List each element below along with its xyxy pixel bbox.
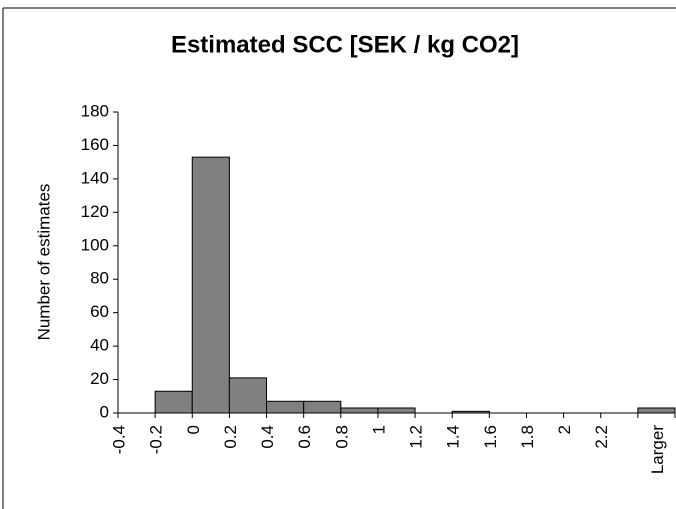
bar — [451, 410, 490, 414]
y-tick-label: 40 — [90, 336, 109, 355]
y-axis-label: Number of estimates — [34, 184, 53, 341]
x-tick-label: 1.6 — [481, 425, 500, 449]
bar — [340, 407, 379, 414]
x-tick-label: 1 — [369, 425, 388, 434]
y-tick-label: 80 — [90, 269, 109, 288]
x-tick-label: 0.4 — [258, 425, 277, 449]
bar — [637, 407, 676, 414]
x-tick-label: 2 — [555, 425, 574, 434]
y-tick-label: 60 — [90, 302, 109, 321]
x-tick-label: Larger — [648, 425, 667, 474]
bar — [266, 400, 305, 414]
x-tick-label: -0.2 — [147, 425, 166, 454]
y-tick-label: 160 — [81, 135, 109, 154]
x-tick-label: 1.2 — [407, 425, 426, 449]
y-tick-label: 100 — [81, 235, 109, 254]
x-tick-label: 0 — [184, 425, 203, 434]
y-tick-label: 20 — [90, 369, 109, 388]
chart-title: Estimated SCC [SEK / kg CO2] — [171, 31, 519, 58]
x-tick-label: 1.4 — [444, 425, 463, 449]
bar — [377, 407, 416, 414]
bar — [303, 400, 342, 414]
x-tick-label: 2.2 — [592, 425, 611, 449]
x-tick-label: -0.4 — [109, 425, 128, 454]
y-tick-label: 0 — [100, 402, 109, 421]
x-tick-label: 0.6 — [295, 425, 314, 449]
y-tick-label: 120 — [81, 202, 109, 221]
bar — [191, 156, 230, 414]
y-tick-label: 180 — [81, 101, 109, 120]
bar — [154, 390, 193, 414]
x-tick-label: 0.8 — [332, 425, 351, 449]
y-tick-label: 140 — [81, 168, 109, 187]
x-tick-label: 0.2 — [221, 425, 240, 449]
x-tick-label: 1.8 — [518, 425, 537, 449]
bar — [228, 377, 268, 414]
